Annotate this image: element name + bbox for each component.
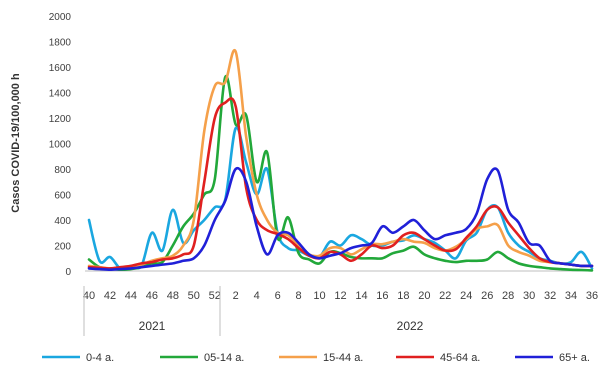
y-tick-label: 1800	[49, 38, 72, 49]
y-tick-label: 600	[54, 191, 71, 202]
legend: 0-4 a. 05-14 a. 15-44 a. 45-64 a. 65+ a.	[42, 352, 590, 364]
x-tick-label: 30	[523, 290, 535, 302]
series-line	[87, 166, 594, 271]
x-tick-label: 48	[167, 290, 179, 302]
x-tick-label: 26	[481, 290, 493, 302]
x-tick-label: 28	[502, 290, 514, 302]
year-label: 2022	[397, 319, 424, 333]
x-tick-label: 22	[439, 290, 451, 302]
x-tick-label: 42	[104, 290, 116, 302]
x-tick-label: 6	[275, 290, 281, 302]
y-axis: 0 200 400 600 800 1000 1200 1400 1600 1800 2000	[49, 12, 72, 278]
series-line	[87, 126, 594, 271]
y-tick-label: 1600	[49, 63, 72, 74]
x-tick-label: 8	[296, 290, 302, 302]
y-tick-label: 200	[54, 242, 71, 253]
x-tick-label: 2	[233, 290, 239, 302]
y-tick-label: 0	[65, 267, 71, 278]
legend-label: 15-44 a.	[323, 352, 363, 364]
x-tick-label: 12	[334, 290, 346, 302]
x-tick-label: 50	[188, 290, 200, 302]
x-tick-label: 40	[83, 290, 95, 302]
y-tick-label: 2000	[49, 12, 72, 23]
year-label: 2021	[139, 319, 166, 333]
x-tick-label: 24	[460, 290, 472, 302]
legend-label: 65+ a.	[559, 352, 590, 364]
legend-label: 45-64 a.	[440, 352, 480, 364]
y-tick-label: 400	[54, 216, 71, 227]
year-labels: 2021 2022	[83, 286, 424, 336]
x-tick-label: 46	[146, 290, 158, 302]
x-tick-label: 14	[355, 290, 367, 302]
series-lines	[87, 48, 594, 272]
x-tick-label: 36	[586, 290, 598, 302]
x-tick-label: 20	[418, 290, 430, 302]
x-tick-label: 52	[209, 290, 221, 302]
x-tick-label: 10	[313, 290, 325, 302]
y-tick-label: 1000	[49, 140, 72, 151]
y-tick-label: 1200	[49, 114, 72, 125]
y-tick-label: 800	[54, 165, 71, 176]
x-tick-label: 32	[544, 290, 556, 302]
x-tick-label: 18	[397, 290, 409, 302]
y-tick-label: 1400	[49, 89, 72, 100]
legend-label: 05-14 a.	[204, 352, 244, 364]
series-line	[87, 48, 594, 270]
x-tick-label: 44	[125, 290, 137, 302]
legend-label: 0-4 a.	[86, 352, 114, 364]
y-axis-label: Casos COVID-19/100,000 h	[10, 73, 22, 213]
x-axis: 40 42 44 46 48 50 52 2 4 6 8 10 12 14 16 18 20 22 24 26 28 30…	[83, 270, 598, 302]
x-tick-label: 16	[376, 290, 388, 302]
x-tick-label: 4	[254, 290, 260, 302]
x-tick-label: 34	[565, 290, 577, 302]
